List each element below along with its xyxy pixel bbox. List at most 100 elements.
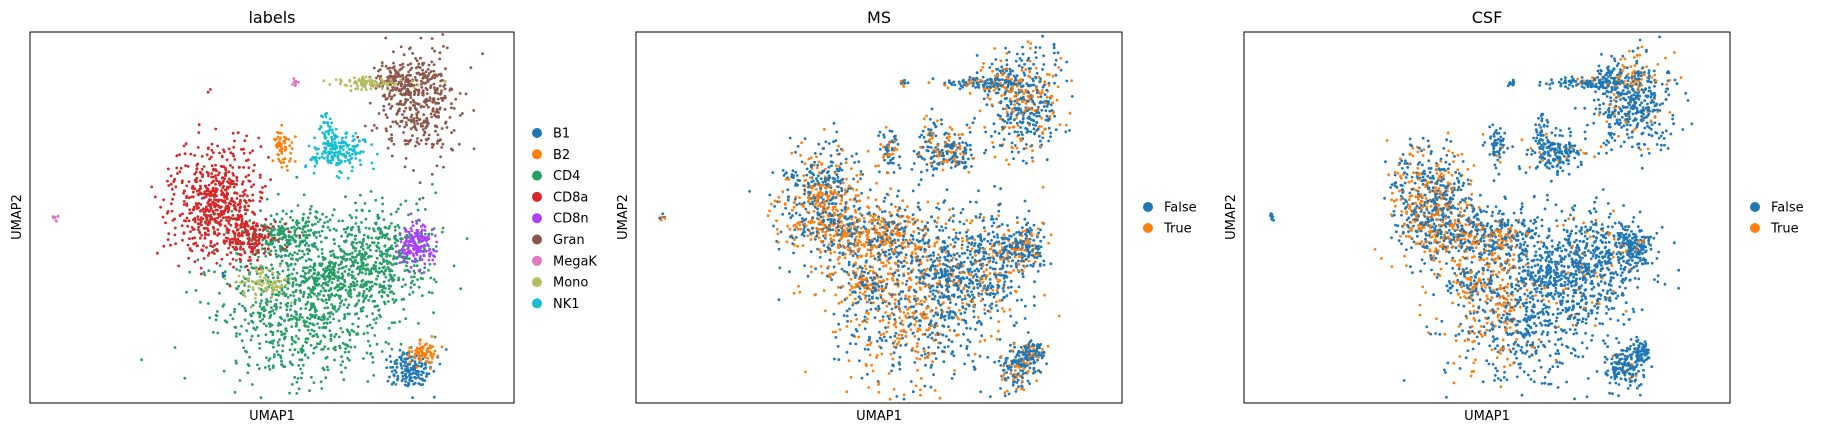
scatter-point [295, 175, 299, 179]
scatter-point [198, 230, 202, 234]
scatter-point [304, 303, 308, 306]
scatter-point [286, 169, 289, 172]
scatter-point [355, 241, 358, 245]
scatter-point [263, 247, 267, 251]
scatter-point [994, 261, 998, 265]
scatter-point [430, 232, 434, 236]
scatter-point [960, 243, 964, 247]
scatter-point [869, 308, 873, 311]
scatter-point [264, 333, 268, 336]
scatter-point [389, 246, 392, 249]
scatter-point [317, 255, 320, 258]
scatter-point [413, 126, 417, 130]
scatter-point [213, 198, 216, 202]
scatter-point [214, 318, 218, 322]
scatter-point [296, 252, 299, 256]
scatter-point [951, 207, 955, 211]
scatter-point [897, 305, 901, 309]
scatter-point [372, 227, 375, 231]
scatter-point [323, 270, 327, 274]
scatter-point [926, 241, 930, 245]
scatter-point [413, 360, 417, 364]
scatter-point [312, 329, 316, 333]
scatter-point [380, 196, 384, 200]
scatter-point [175, 154, 179, 158]
scatter-point [321, 225, 325, 229]
scatter-point [364, 296, 367, 300]
scatter-point [305, 320, 308, 323]
scatter-point [351, 280, 355, 284]
scatter-point [200, 234, 204, 237]
scatter-point [404, 364, 407, 368]
scatter-point [383, 244, 387, 248]
scatter-point [363, 251, 367, 254]
scatter-point [394, 238, 398, 242]
scatter-point [235, 228, 239, 232]
scatter-point [932, 338, 936, 342]
scatter-point [322, 334, 325, 337]
scatter-point [418, 354, 421, 358]
scatter-point [414, 57, 417, 60]
scatter-point [354, 247, 357, 250]
scatter-point [239, 245, 243, 249]
scatter-point [233, 310, 236, 314]
scatter-point [309, 265, 312, 268]
scatter-point [409, 212, 413, 216]
scatter-point [295, 392, 299, 395]
scatter-point [242, 166, 246, 169]
scatter-point [937, 207, 941, 211]
scatter-point [346, 158, 350, 162]
scatter-point [834, 336, 838, 339]
scatter-point [204, 195, 208, 198]
scatter-point [996, 236, 999, 239]
scatter-point [312, 346, 316, 350]
scatter-point [361, 271, 364, 274]
scatter-point [280, 359, 283, 363]
scatter-point [365, 314, 369, 318]
scatter-point [314, 231, 318, 234]
scatter-point [415, 222, 419, 225]
scatter-point [279, 131, 283, 135]
scatter-point [427, 105, 430, 109]
scatter-point [280, 259, 284, 263]
scatter-point [312, 268, 316, 272]
scatter-point [394, 120, 398, 124]
scatter-point [350, 169, 354, 173]
scatter-point [169, 174, 173, 178]
scatter-point [220, 198, 224, 202]
scatter-point [364, 226, 368, 230]
scatter-point [921, 255, 925, 258]
scatter-point [868, 265, 872, 269]
scatter-point [177, 264, 181, 268]
scatter-point [932, 373, 935, 376]
scatter-point [189, 152, 193, 156]
scatter-point [321, 286, 325, 290]
scatter-point [804, 370, 807, 374]
scatter-point [227, 147, 231, 151]
scatter-point [885, 330, 889, 334]
scatter-point [243, 224, 246, 228]
scatter-point [974, 200, 978, 204]
scatter-point [945, 287, 949, 291]
scatter-point [380, 64, 384, 68]
scatter-point [215, 179, 219, 183]
scatter-point [243, 188, 247, 192]
scatter-point [348, 213, 352, 217]
scatter-point [180, 224, 184, 228]
scatter-point [328, 315, 332, 319]
scatter-point [337, 275, 341, 279]
scatter-point [230, 209, 234, 213]
scatter-point [351, 225, 355, 229]
scatter-point [407, 70, 410, 74]
scatter-point [196, 206, 200, 210]
scatter-point [314, 313, 318, 317]
scatter-point [335, 145, 339, 149]
scatter-point [1049, 233, 1053, 237]
scatter-point [883, 196, 887, 200]
scatter-point [969, 249, 972, 253]
scatter-point [243, 306, 247, 310]
scatter-point [988, 272, 992, 275]
scatter-point [229, 251, 233, 255]
scatter-point [409, 73, 412, 77]
scatter-point [319, 289, 323, 293]
